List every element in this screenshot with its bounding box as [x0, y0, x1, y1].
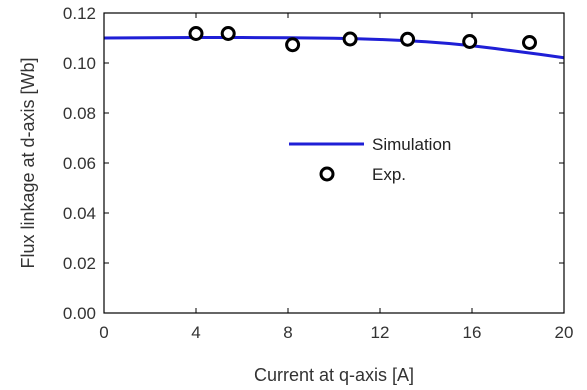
experiment-point — [400, 31, 416, 47]
experiment-point — [285, 37, 301, 53]
simulation-series — [103, 36, 565, 60]
experiment-point — [462, 34, 478, 49]
experiment-point — [342, 31, 358, 47]
plot-frame — [103, 12, 565, 314]
legend-simulation-label: Simulation — [372, 135, 451, 154]
legend: Simulation Exp. — [289, 135, 451, 184]
experiment-point — [188, 26, 204, 41]
legend-exp-swatch — [319, 166, 335, 182]
x-tick-label: 0 — [99, 323, 108, 342]
legend-exp-label: Exp. — [372, 165, 406, 184]
simulation-line — [103, 36, 565, 60]
experiment-point — [220, 26, 236, 41]
x-tick-label: 8 — [283, 323, 292, 342]
x-tick-label: 12 — [371, 323, 390, 342]
experiment-series — [188, 26, 537, 53]
x-tick-label: 4 — [191, 323, 200, 342]
y-axis-title: Flux linkage at d-axis [Wb] — [18, 57, 38, 268]
experiment-point — [522, 35, 537, 50]
x-tick-label: 16 — [463, 323, 482, 342]
y-axis-ticks: 0.00 0.02 0.04 0.06 0.08 0.10 0.12 — [63, 4, 564, 323]
y-tick-label: 0.12 — [63, 4, 96, 23]
y-tick-label: 0.10 — [63, 54, 96, 73]
y-tick-label: 0.06 — [63, 154, 96, 173]
x-axis-title: Current at q-axis [A] — [254, 365, 414, 385]
y-tick-label: 0.04 — [63, 204, 96, 223]
x-tick-label: 20 — [555, 323, 574, 342]
y-tick-label: 0.08 — [63, 104, 96, 123]
y-tick-label: 0.00 — [63, 304, 96, 323]
y-tick-label: 0.02 — [63, 254, 96, 273]
x-axis-ticks: 0 4 8 12 16 20 — [99, 13, 573, 342]
